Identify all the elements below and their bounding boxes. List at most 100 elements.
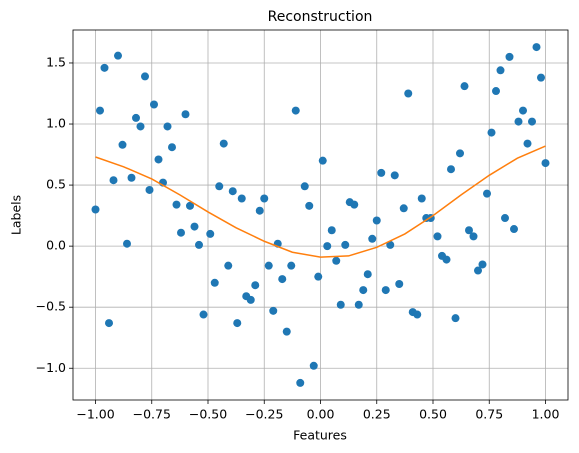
point <box>478 260 487 269</box>
point <box>228 187 237 196</box>
point <box>368 234 377 243</box>
point <box>395 279 404 288</box>
point <box>300 182 309 191</box>
plot-frame <box>72 29 569 401</box>
point <box>264 261 273 270</box>
point <box>537 73 545 82</box>
point <box>514 117 523 126</box>
point <box>309 361 318 370</box>
point <box>181 110 190 119</box>
point <box>327 226 336 235</box>
point <box>469 232 478 241</box>
point <box>341 240 350 249</box>
point <box>456 149 464 158</box>
point <box>519 106 527 115</box>
point <box>278 275 287 284</box>
point <box>386 240 395 249</box>
y-tick-label: 1.5 <box>46 54 66 69</box>
point <box>528 117 536 126</box>
point <box>177 228 185 237</box>
x-tick-label: 1.00 <box>532 407 560 422</box>
point <box>172 200 181 209</box>
point <box>114 51 122 60</box>
point <box>296 378 305 387</box>
line <box>95 145 546 258</box>
point <box>433 232 442 241</box>
point <box>291 106 300 115</box>
point <box>305 201 314 210</box>
point <box>237 194 246 203</box>
point <box>323 242 332 251</box>
point <box>350 200 359 209</box>
y-tick-label: 1.0 <box>46 116 66 131</box>
point <box>332 256 341 265</box>
x-tick-label: −0.75 <box>133 407 171 422</box>
point <box>474 266 482 275</box>
point <box>190 222 199 231</box>
x-axis-label: Features <box>293 428 347 443</box>
x-tick-label: −0.50 <box>189 407 227 422</box>
point <box>269 306 278 315</box>
point <box>314 272 323 281</box>
point <box>132 113 140 122</box>
point <box>127 173 136 182</box>
point <box>505 52 514 61</box>
point <box>381 286 390 295</box>
point <box>336 300 345 309</box>
point <box>224 261 233 270</box>
point <box>496 66 505 75</box>
point <box>413 310 422 319</box>
point <box>246 295 255 304</box>
point <box>168 143 176 152</box>
point <box>145 185 154 194</box>
point <box>487 128 496 137</box>
point <box>318 156 327 165</box>
point <box>404 89 413 98</box>
x-tick-label: 0.25 <box>363 407 391 422</box>
chart-title: Reconstruction <box>268 9 373 25</box>
point <box>523 139 532 148</box>
point <box>195 240 203 249</box>
point <box>109 176 118 185</box>
x-tick-label: −1.00 <box>76 407 114 422</box>
point <box>492 87 500 96</box>
point <box>359 286 368 295</box>
point <box>465 226 473 235</box>
point <box>199 310 208 319</box>
point <box>210 278 219 287</box>
point <box>399 204 408 213</box>
point <box>417 194 426 203</box>
point <box>163 122 172 131</box>
point <box>447 165 455 174</box>
point <box>141 72 149 81</box>
point <box>118 140 127 149</box>
point <box>91 205 100 214</box>
point <box>510 225 518 234</box>
point <box>105 319 113 328</box>
x-tick-label: 0.00 <box>307 407 335 422</box>
y-axis-label: Labels <box>9 195 24 235</box>
point <box>451 314 460 323</box>
point <box>96 106 104 115</box>
point <box>532 43 541 52</box>
x-tick-label: 0.75 <box>475 407 503 422</box>
y-tick-label: −1.0 <box>36 360 66 375</box>
point <box>219 139 228 148</box>
x-tick-label: 0.50 <box>419 407 447 422</box>
point <box>460 82 469 91</box>
point <box>372 216 381 225</box>
point <box>377 168 386 177</box>
point <box>251 281 260 290</box>
point <box>287 261 296 270</box>
y-tick-label: 0.0 <box>46 238 66 253</box>
point <box>442 255 451 264</box>
point <box>255 206 264 215</box>
y-tick-label: 0.5 <box>46 177 66 192</box>
point <box>206 229 215 238</box>
point <box>390 171 399 180</box>
point <box>260 194 269 203</box>
point <box>541 159 550 168</box>
point <box>483 189 491 198</box>
point <box>186 201 194 210</box>
